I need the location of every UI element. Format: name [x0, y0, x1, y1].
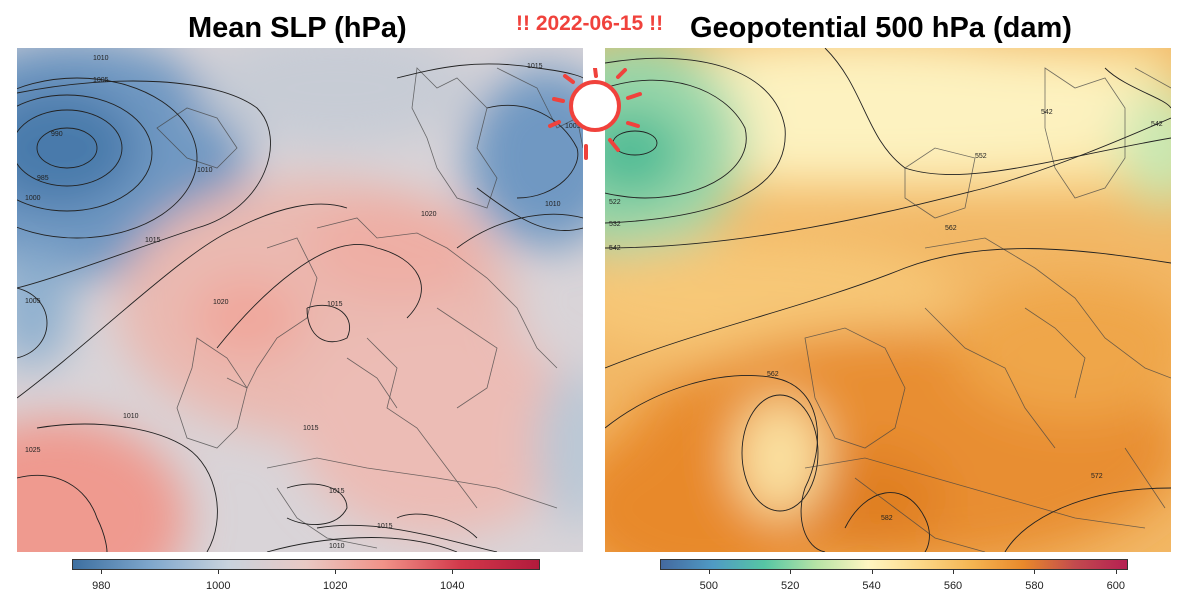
contour-label: 1010: [123, 413, 139, 420]
contour-label: 1020: [213, 299, 229, 306]
contour-label: 1015: [145, 237, 161, 244]
contour-label: 985: [37, 175, 49, 182]
contour-label: 542: [1151, 121, 1163, 128]
slp-map-panel: 1010 1005 990 985 1000 1015 1020 1025 10…: [17, 48, 583, 552]
contour-label: 1020: [421, 211, 437, 218]
contour-label: 1005: [25, 298, 41, 305]
right-map-title: Geopotential 500 hPa (dam): [690, 12, 1072, 44]
geopotential-colorbar-tick-mark: [1034, 570, 1036, 574]
contour-label: 1010: [329, 543, 345, 550]
contour-label: 1015: [303, 425, 319, 432]
contour-label: 1010: [545, 201, 561, 208]
contour-label: 542: [1041, 109, 1053, 116]
geopotential-colorbar: [660, 559, 1128, 570]
contour-label: 1005: [565, 123, 581, 130]
contour-label: 1000: [25, 195, 41, 202]
contour-label: 562: [767, 371, 779, 378]
slp-colorbar-tick-label: 980: [92, 580, 111, 592]
geopotential-colorbar-tick-mark: [1115, 570, 1117, 574]
contour-label: 582: [881, 515, 893, 522]
geopotential-colorbar-tick-mark: [871, 570, 873, 574]
slp-colorbar-tick-mark: [218, 570, 220, 574]
contour-label: 572: [1091, 473, 1103, 480]
geopotential-map: 522 532 542 552 562 542 542 562 572 582: [605, 48, 1171, 552]
contour-label: 1005: [93, 77, 109, 84]
slp-colorbar: [72, 559, 540, 570]
contour-label: 552: [975, 153, 987, 160]
slp-colorbar-tick-mark: [335, 570, 337, 574]
geopotential-colorbar-tick-mark: [708, 570, 710, 574]
geopotential-colorbar-tick-label: 500: [699, 580, 719, 592]
geopotential-colorbar-tick-label: 560: [943, 580, 963, 592]
left-map-title: Mean SLP (hPa): [188, 12, 407, 44]
geopotential-colorbar-tick-mark: [953, 570, 954, 574]
contour-label: 1010: [93, 55, 109, 62]
geopotential-colorbar-tick-label: 540: [862, 580, 881, 592]
slp-colorbar-tick-mark: [101, 570, 103, 574]
geopotential-colorbar-tick-label: 600: [1106, 580, 1125, 592]
slp-colorbar-tick-label: 1020: [323, 580, 348, 592]
slp-map: 1010 1005 990 985 1000 1015 1020 1025 10…: [17, 48, 583, 552]
contour-label: 542: [609, 245, 621, 252]
contour-label: 1025: [25, 447, 41, 454]
geopotential-colorbar-tick-label: 580: [1025, 580, 1044, 592]
contour-label: 1010: [197, 167, 213, 174]
contour-label: 1015: [327, 301, 343, 308]
sun-icon: [548, 68, 642, 160]
contour-label: 1015: [329, 488, 345, 495]
contour-label: 562: [945, 225, 957, 232]
date-label: !! 2022-06-15 !!: [516, 12, 664, 35]
geopotential-colorbar-tick-mark: [790, 570, 792, 574]
slp-colorbar-tick-label: 1040: [440, 580, 465, 592]
geopotential-map-panel: 522 532 542 552 562 542 542 562 572 582: [605, 48, 1171, 552]
contour-label: 1015: [377, 523, 393, 530]
contour-label: 522: [609, 199, 621, 206]
contour-label: 532: [609, 221, 621, 228]
slp-colorbar-tick-mark: [452, 570, 454, 574]
slp-colorbar-tick-label: 1000: [206, 580, 231, 592]
geopotential-colorbar-tick-label: 520: [781, 580, 800, 592]
contour-label: 1015: [527, 63, 543, 70]
contour-label: 990: [51, 131, 63, 138]
